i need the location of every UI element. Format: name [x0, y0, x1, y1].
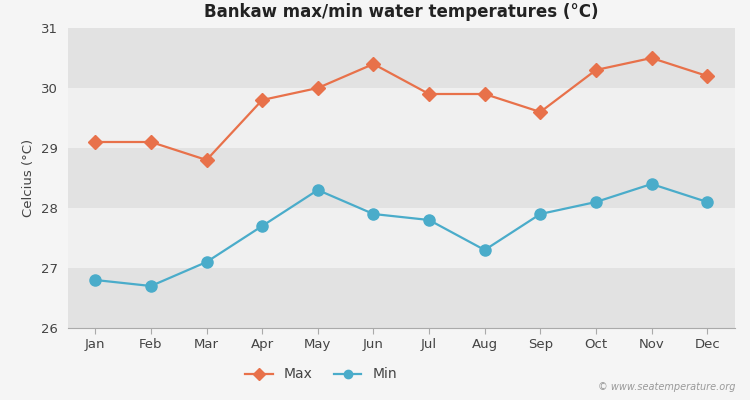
Bar — [68, 208, 735, 268]
Title: Bankaw max/min water temperatures (°C): Bankaw max/min water temperatures (°C) — [204, 3, 598, 21]
Bar — [68, 268, 735, 328]
Bar — [68, 148, 735, 208]
Legend: Max, Min: Max, Min — [239, 362, 403, 387]
Bar — [68, 28, 735, 88]
Y-axis label: Celcius (°C): Celcius (°C) — [22, 139, 35, 217]
Bar — [68, 88, 735, 148]
Text: © www.seatemperature.org: © www.seatemperature.org — [598, 382, 735, 392]
